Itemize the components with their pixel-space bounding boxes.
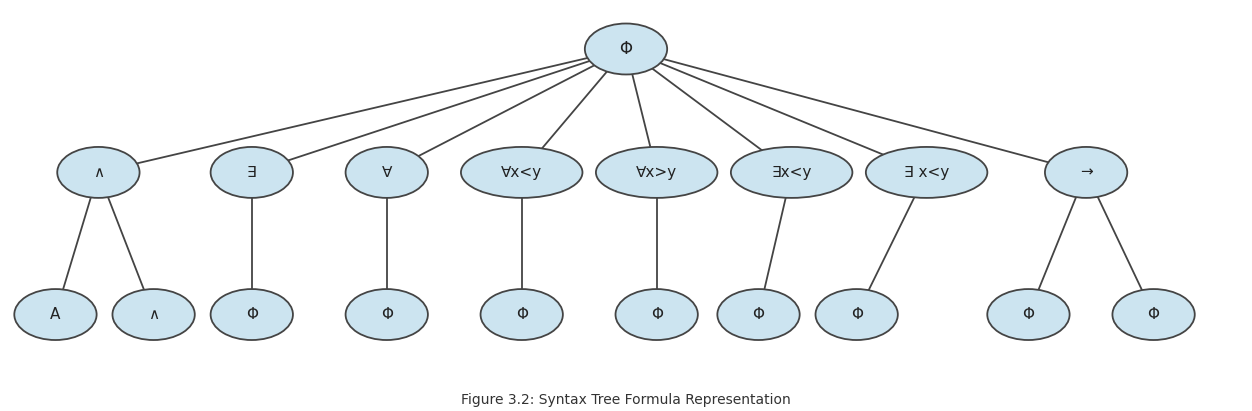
Ellipse shape <box>988 289 1069 340</box>
Ellipse shape <box>113 289 195 340</box>
Text: ∀: ∀ <box>382 165 392 180</box>
Text: ∧: ∧ <box>93 165 104 180</box>
Text: Φ: Φ <box>620 40 632 58</box>
Ellipse shape <box>585 23 667 74</box>
Text: Figure 3.2: Syntax Tree Formula Representation: Figure 3.2: Syntax Tree Formula Represen… <box>461 393 791 407</box>
Ellipse shape <box>210 289 293 340</box>
Text: ∀x>y: ∀x>y <box>636 165 677 180</box>
Ellipse shape <box>1045 147 1127 198</box>
Ellipse shape <box>210 147 293 198</box>
Ellipse shape <box>1113 289 1194 340</box>
Ellipse shape <box>717 289 800 340</box>
Text: ∧: ∧ <box>148 307 159 322</box>
Ellipse shape <box>346 289 428 340</box>
Text: Φ: Φ <box>651 307 662 322</box>
Text: Φ: Φ <box>245 307 258 322</box>
Ellipse shape <box>616 289 697 340</box>
Ellipse shape <box>58 147 139 198</box>
Text: ∃ x<y: ∃ x<y <box>904 165 949 180</box>
Ellipse shape <box>14 289 96 340</box>
Ellipse shape <box>731 147 853 198</box>
Text: →: → <box>1079 165 1093 180</box>
Text: Φ: Φ <box>1148 307 1159 322</box>
Text: Φ: Φ <box>752 307 765 322</box>
Ellipse shape <box>346 147 428 198</box>
Text: ∃: ∃ <box>247 165 257 180</box>
Ellipse shape <box>866 147 988 198</box>
Text: A: A <box>50 307 60 322</box>
Ellipse shape <box>815 289 898 340</box>
Ellipse shape <box>596 147 717 198</box>
Text: Φ: Φ <box>1023 307 1034 322</box>
Text: ∃x<y: ∃x<y <box>771 165 811 180</box>
Ellipse shape <box>481 289 563 340</box>
Text: Φ: Φ <box>516 307 527 322</box>
Ellipse shape <box>461 147 582 198</box>
Text: ∀x<y: ∀x<y <box>501 165 542 180</box>
Text: Φ: Φ <box>381 307 393 322</box>
Text: Φ: Φ <box>850 307 863 322</box>
